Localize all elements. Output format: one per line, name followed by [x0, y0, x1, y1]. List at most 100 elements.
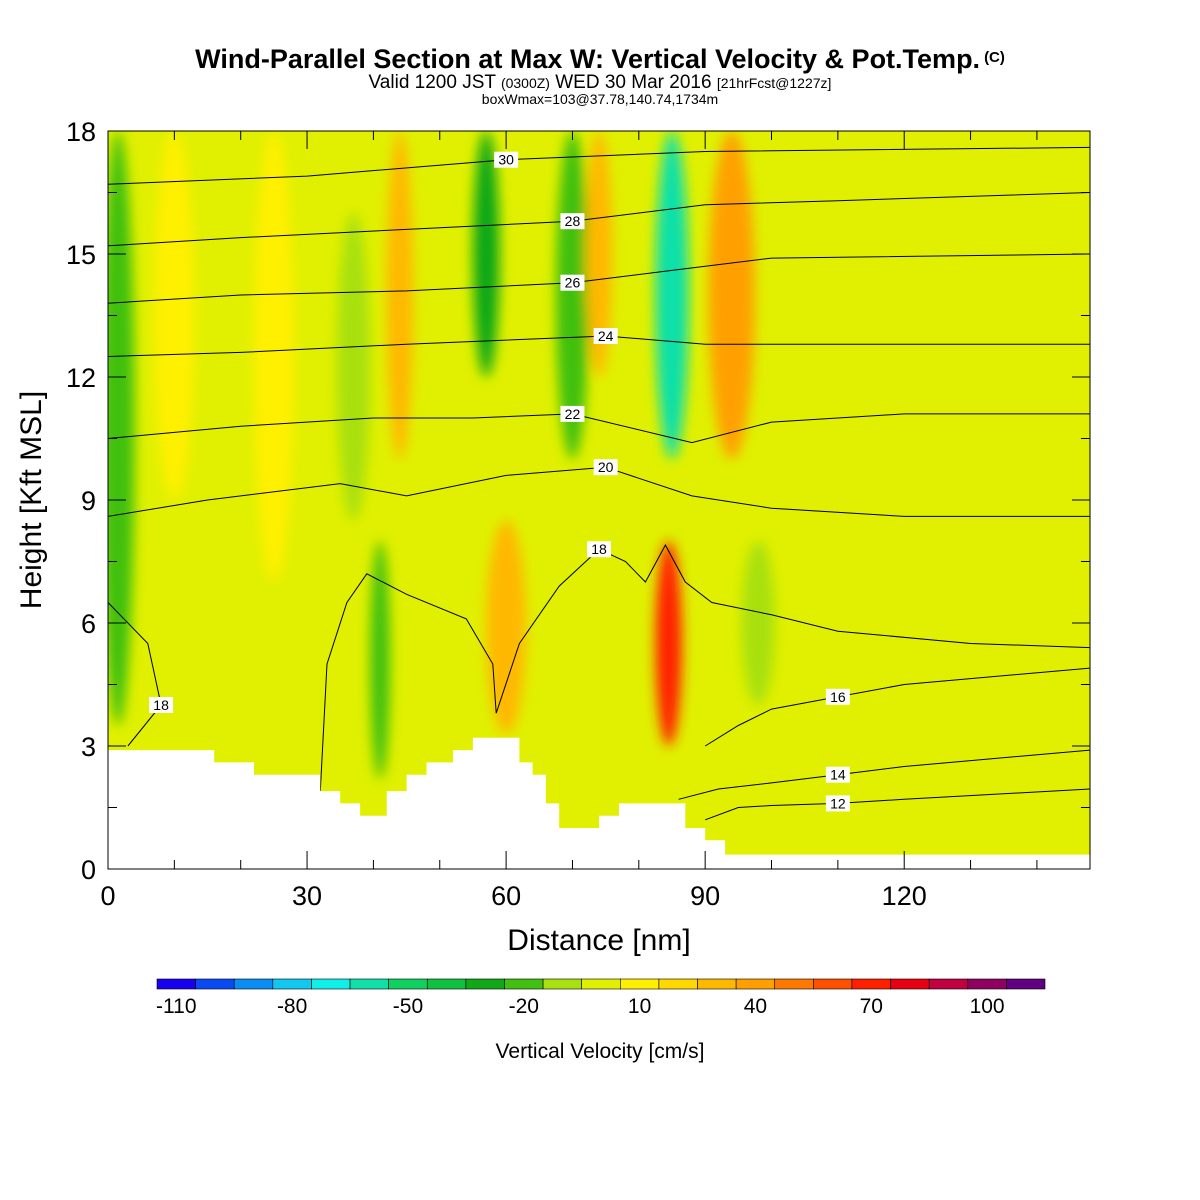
isentrope-label-bg: [560, 274, 585, 291]
chart-title-text: Wind-Parallel Section at Max W: Vertical…: [195, 44, 981, 74]
colorbar-tick-label: -110: [156, 995, 196, 1018]
isentrope-label: 22: [560, 405, 585, 422]
isentrope-label: 18: [587, 541, 611, 558]
velocity-band: [336, 213, 371, 521]
y-tick-label: 0: [81, 855, 96, 885]
y-tick-label: 6: [81, 609, 96, 639]
isentrope-line: [678, 749, 1090, 800]
y-tick-label: 12: [66, 363, 96, 393]
isentrope-label-bg: [494, 151, 519, 168]
colorbar-swatch: [426, 978, 467, 990]
velocity-band: [154, 131, 195, 500]
chart-subtitle-box: boxWmax=103@37.78,140.74,1734m: [481, 91, 719, 107]
isentrope-line: [705, 788, 1090, 821]
chart-title: Wind-Parallel Section at Max W: Vertical…: [0, 44, 1200, 75]
isentrope-label-bg: [825, 688, 850, 705]
isentrope-label: 16: [825, 688, 850, 705]
velocity-bands: [108, 131, 775, 779]
y-tick-label: 18: [66, 117, 96, 147]
isentrope-label-text: 18: [591, 541, 607, 557]
colorbar-swatch: [967, 978, 1007, 990]
velocity-band: [555, 131, 590, 459]
velocity-band: [486, 520, 527, 734]
y-tick-label: 9: [81, 486, 96, 516]
isentrope-label: 18: [149, 697, 174, 713]
colorbar-swatch: [156, 978, 196, 990]
colorbar-swatch: [349, 978, 389, 990]
colorbar-tick-label: 40: [744, 995, 767, 1018]
isentrope-label-text: 16: [830, 689, 846, 705]
colorbar-tick-label: 10: [628, 995, 651, 1018]
isentrope-line: [108, 466, 1090, 517]
colorbar-swatch: [697, 978, 737, 990]
colorbar-swatch: [542, 978, 582, 990]
isentrope-label-text: 12: [830, 795, 846, 811]
valid-fcst: [21hrFcst@1227z]: [716, 75, 832, 91]
isentrope-label-text: 20: [598, 459, 614, 475]
valid-utc: (0300Z): [500, 75, 550, 91]
x-tick-label: 0: [100, 881, 115, 911]
colorbar-swatch: [504, 978, 544, 990]
x-tick-label: 90: [690, 881, 720, 911]
isentrope-label: 20: [593, 459, 618, 476]
colorbar-swatch: [465, 978, 505, 990]
isentrope-label-text: 22: [565, 406, 581, 422]
isentrope-label-text: 14: [830, 767, 846, 783]
velocity-band: [708, 131, 755, 459]
colorbar-swatch: [735, 978, 776, 990]
isentrope-label-bg: [587, 541, 611, 558]
isentrope-label-bg: [149, 697, 174, 713]
colorbar-swatch: [928, 978, 969, 990]
colorbar-swatch: [233, 978, 274, 990]
colorbar-swatch: [195, 978, 235, 990]
colorbar-tick-label: -80: [277, 995, 307, 1018]
colorbar-swatch: [311, 978, 351, 990]
isentrope-label-text: 30: [498, 152, 514, 168]
velocity-band: [253, 131, 294, 582]
colorbar-swatch: [774, 978, 814, 990]
colorbar-tick-label: -20: [509, 995, 539, 1018]
isentrope-label-bg: [593, 459, 618, 476]
isentrope-label-text: 24: [598, 328, 614, 344]
colorbar-swatch: [813, 978, 853, 990]
colorbar-swatch: [658, 978, 698, 990]
y-tick-label: 15: [66, 240, 96, 270]
velocity-band: [370, 541, 390, 779]
valid-prefix: Valid 1200 JST: [368, 72, 496, 93]
isentrope-label-bg: [593, 328, 618, 344]
y-axis: 0 3 6 9 12 15 18: [66, 117, 1090, 885]
isentrope-label: 30: [494, 151, 519, 168]
isentrope-line: [108, 335, 1090, 357]
velocity-band: [655, 131, 689, 459]
colorbar: -110 -80 -50 -20 10 40 70 100: [156, 978, 1046, 1018]
colorbar-tick-label: -50: [393, 995, 423, 1018]
y-axis-title: Height [Kft MSL]: [15, 391, 48, 609]
x-axis: 0 30 60 90 120: [100, 131, 1038, 911]
y-tick-label: 3: [81, 732, 96, 762]
isentrope-line: [108, 602, 162, 747]
chart-subtitle-valid: Valid 1200 JST (0300Z) WED 30 Mar 2016 […: [0, 73, 1200, 93]
colorbar-swatch: [851, 978, 891, 990]
colorbar-swatch: [1006, 978, 1046, 990]
x-axis-title: Distance [nm]: [507, 924, 690, 957]
velocity-band: [472, 131, 500, 377]
isentrope-label-text: 28: [565, 213, 581, 229]
isentrope-labels: 12 14 16 18 18 20 22 24 26 28 30: [149, 151, 850, 812]
velocity-band: [655, 541, 682, 746]
colorbar-swatch: [272, 978, 312, 990]
valid-date: WED 30 Mar 2016: [555, 72, 712, 93]
isentrope-label-text: 26: [565, 275, 581, 291]
isentrope-label: 26: [560, 274, 585, 291]
chart-title-tag: (C): [984, 49, 1005, 66]
plot-area: 12 14 16 18 18 20 22 24 26 28 30: [108, 131, 1090, 869]
x-tick-label: 60: [491, 881, 521, 911]
isentrope-label-bg: [825, 795, 850, 812]
colorbar-swatch: [581, 978, 621, 990]
colorbar-tick-label: 70: [860, 995, 883, 1018]
isentrope-label-bg: [560, 213, 585, 230]
colorbar-title: Vertical Velocity [cm/s]: [496, 1040, 705, 1063]
velocity-band: [386, 131, 414, 459]
colorbar-swatch: [890, 978, 930, 990]
velocity-band: [741, 541, 775, 705]
